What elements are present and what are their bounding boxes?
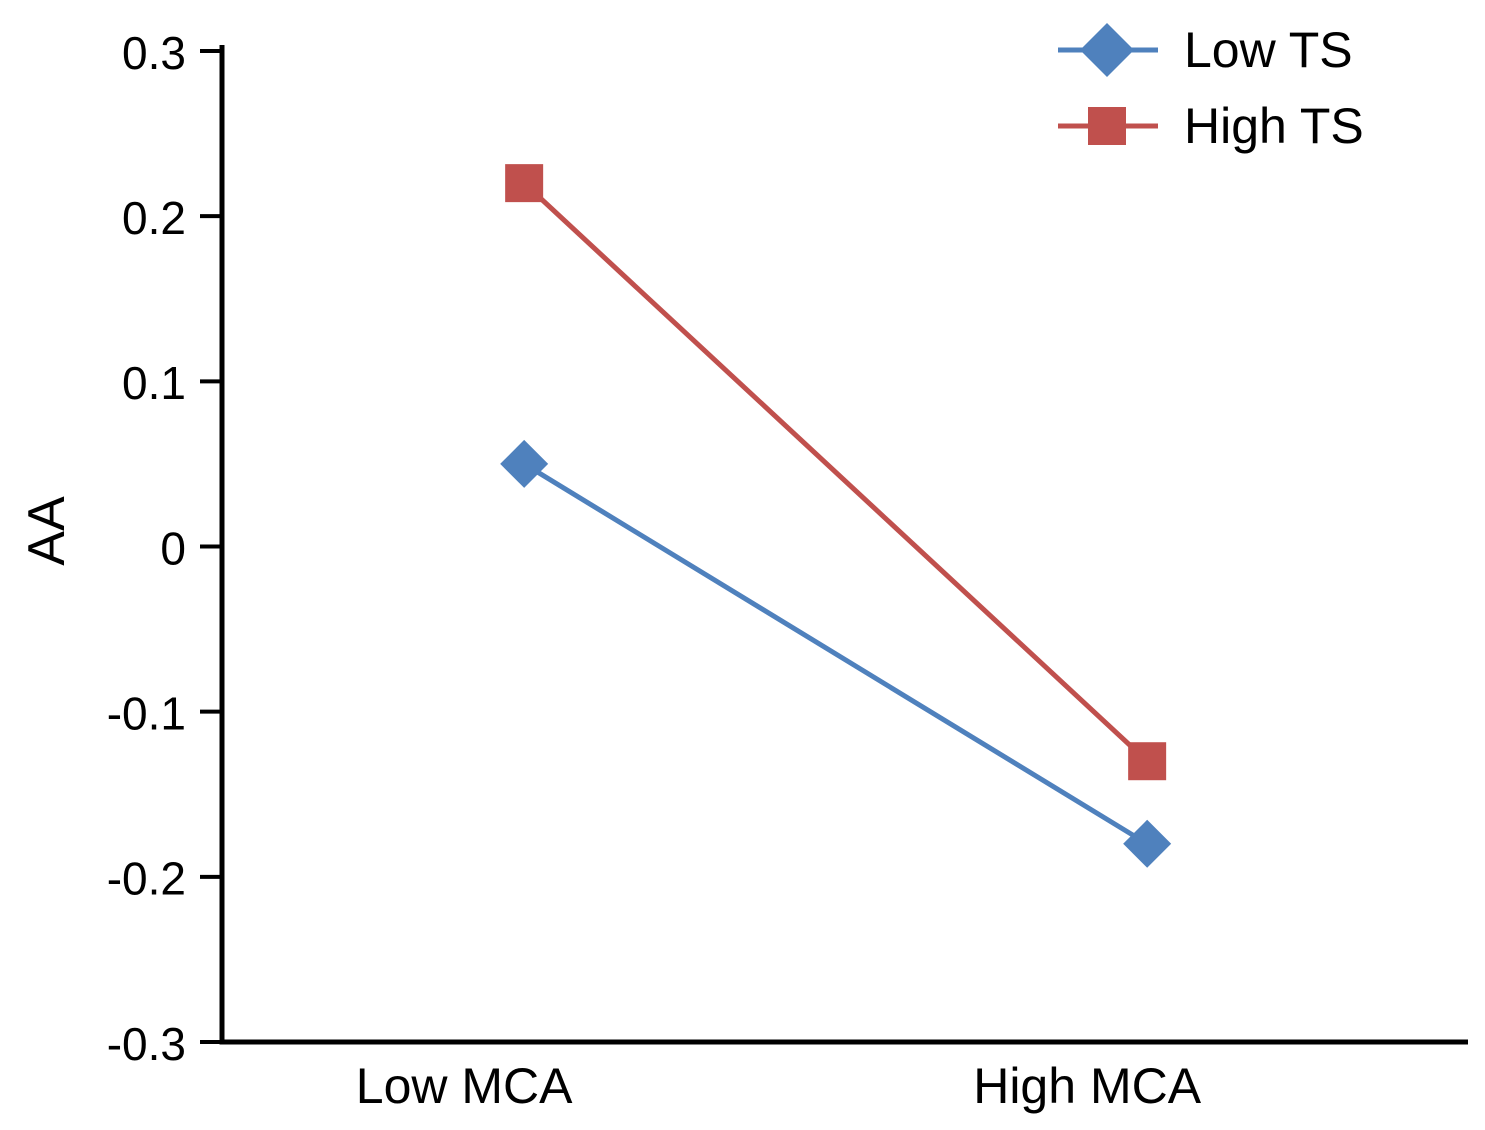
legend-item-high-ts: High TS (1050, 88, 1364, 164)
marker-diamond-low-ts-high-mca (1123, 819, 1172, 868)
y-axis-title: AA (18, 496, 76, 566)
y-tick-label: -0.1 (107, 688, 186, 740)
legend-marker-diamond-icon (1058, 23, 1158, 77)
legend-label-low-ts: Low TS (1184, 22, 1353, 78)
legend-marker-square-icon (1058, 107, 1158, 145)
y-tick-label: 0.2 (122, 192, 186, 244)
legend-label-high-ts: High TS (1184, 98, 1364, 154)
series-line-high-ts (522, 181, 1149, 764)
y-tick-label: 0 (160, 522, 186, 574)
legend-square-glyph (1088, 107, 1126, 145)
y-tick-label: 0.1 (122, 357, 186, 409)
legend-item-low-ts: Low TS (1050, 12, 1364, 88)
y-tick-label: -0.3 (107, 1018, 186, 1070)
x-tick-label: Low MCA (356, 1058, 573, 1114)
marker-square-high-ts-low-mca (505, 164, 544, 203)
series-line-low-ts (522, 461, 1149, 846)
marker-square-high-ts-high-mca (1128, 742, 1167, 781)
y-tick-label: 0.3 (122, 27, 186, 79)
legend-diamond-glyph (1080, 23, 1134, 77)
y-tick-label: -0.2 (107, 853, 186, 905)
legend: Low TS High TS (1050, 12, 1364, 164)
x-tick-label: High MCA (973, 1058, 1201, 1114)
marker-diamond-low-ts-low-mca (500, 439, 549, 488)
